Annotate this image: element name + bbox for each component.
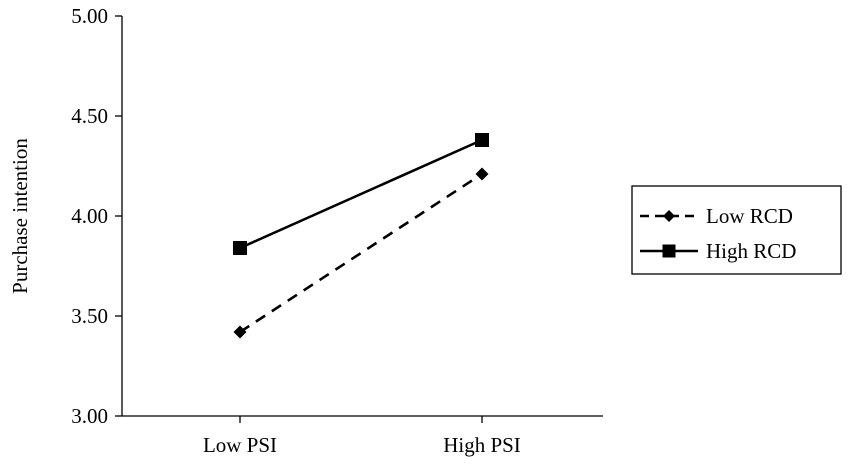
- y-axis: 3.00 3.50 4.00 4.50 5.00: [71, 4, 123, 428]
- legend-box: [631, 185, 842, 275]
- legend: Low RCD High RCD: [631, 185, 842, 275]
- series-line: [239, 172, 483, 334]
- y-tick-label: 4.50: [71, 104, 108, 128]
- legend-marker: [662, 244, 676, 258]
- data-point: [233, 241, 247, 255]
- x-tick-label: Low PSI: [203, 433, 277, 457]
- data-point: [475, 167, 489, 181]
- x-axis: Low PSI High PSI: [122, 415, 603, 457]
- legend-label: Low RCD: [706, 204, 793, 228]
- y-tick-label: 3.00: [71, 404, 108, 428]
- data-point: [233, 325, 247, 339]
- y-axis-title: Purchase intention: [8, 138, 32, 294]
- legend-marker: [663, 210, 675, 222]
- series-low-rcd: [233, 167, 489, 339]
- data-point: [475, 133, 489, 147]
- y-tick-label: 3.50: [71, 304, 108, 328]
- series-line: [239, 138, 483, 250]
- x-tick-label: High PSI: [443, 433, 521, 457]
- legend-label: High RCD: [706, 239, 796, 263]
- y-tick-label: 4.00: [71, 204, 108, 228]
- legend-item: Low RCD: [640, 204, 793, 228]
- series-high-rcd: [233, 133, 489, 255]
- series-layer: [233, 133, 489, 339]
- legend-item: High RCD: [640, 239, 796, 263]
- y-tick-label: 5.00: [71, 4, 108, 28]
